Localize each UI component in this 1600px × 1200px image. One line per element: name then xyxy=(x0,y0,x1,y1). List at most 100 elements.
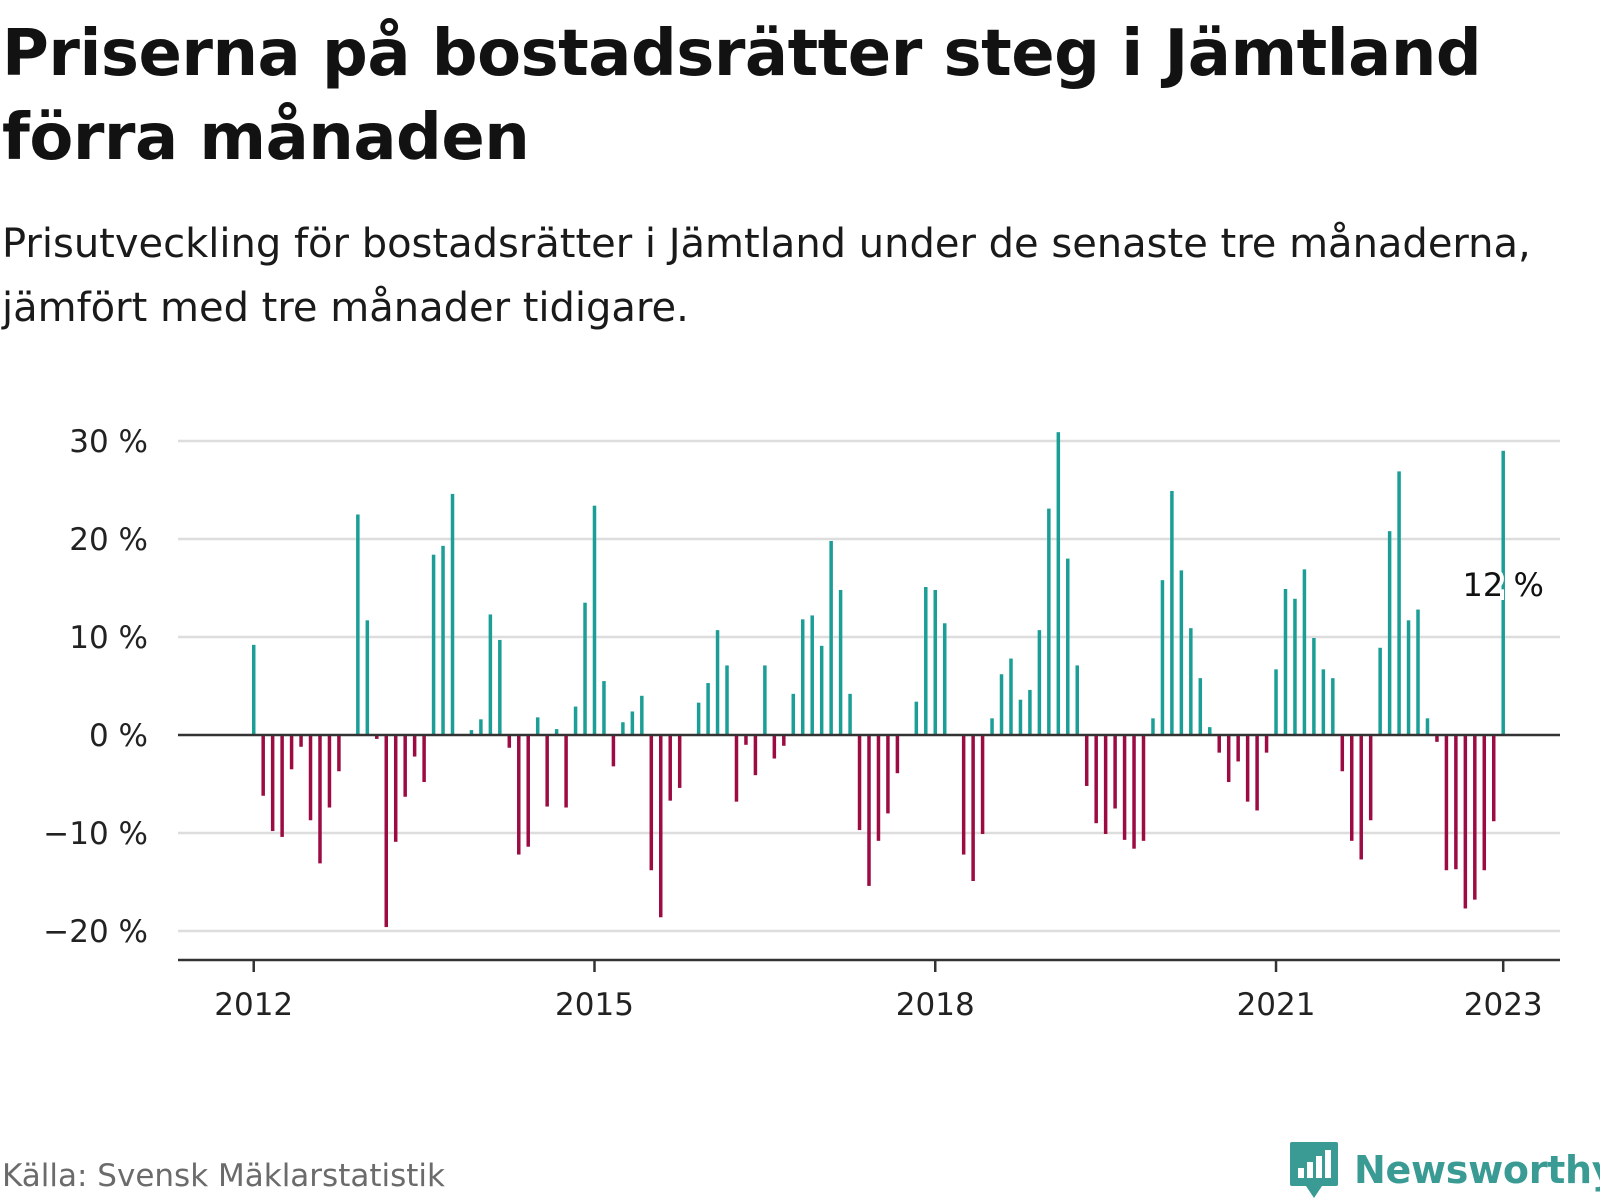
bar xyxy=(706,683,710,735)
bar xyxy=(1255,735,1259,811)
bar xyxy=(1226,735,1231,783)
bar xyxy=(895,735,900,774)
bar xyxy=(545,735,549,807)
bar xyxy=(270,735,275,832)
y-tick-label: −10 % xyxy=(43,816,148,852)
bar xyxy=(1084,735,1089,786)
bar xyxy=(677,735,682,788)
bar xyxy=(942,623,947,735)
bar xyxy=(441,545,445,735)
bar xyxy=(1056,432,1061,735)
bar xyxy=(289,735,294,770)
bar xyxy=(299,735,303,747)
bar xyxy=(1406,620,1411,735)
bar xyxy=(971,735,975,882)
bar xyxy=(782,735,786,746)
bar xyxy=(1018,699,1023,735)
bar xyxy=(819,645,824,735)
bar xyxy=(725,665,729,735)
bar xyxy=(933,589,938,735)
bar xyxy=(1312,637,1316,735)
bar xyxy=(583,602,587,735)
bar xyxy=(640,695,644,735)
bar xyxy=(829,540,833,735)
bar xyxy=(308,735,313,821)
bar xyxy=(1454,735,1458,870)
bar xyxy=(1170,490,1174,735)
x-tick-label: 2023 xyxy=(1464,987,1543,1023)
bar xyxy=(1435,735,1439,742)
bar xyxy=(602,681,606,735)
bar xyxy=(1113,735,1117,809)
bar xyxy=(1208,727,1212,735)
source-credit: Källa: Svensk Mäklarstatistik xyxy=(2,1158,445,1194)
bar xyxy=(1075,665,1079,735)
bar xyxy=(1482,735,1487,871)
last-value-annotation: 12 % xyxy=(1463,566,1544,604)
bar xyxy=(1141,735,1146,841)
bar xyxy=(1103,735,1108,834)
y-tick-label: 10 % xyxy=(69,620,148,656)
bar xyxy=(621,722,625,735)
bar xyxy=(517,735,521,855)
y-tick-label: −20 % xyxy=(43,914,148,950)
bar xyxy=(611,735,616,767)
bar xyxy=(318,735,322,864)
bar xyxy=(1473,735,1477,900)
bar xyxy=(1378,647,1382,735)
x-tick-label: 2015 xyxy=(555,987,634,1023)
bar xyxy=(1368,735,1373,821)
bar xyxy=(431,554,436,735)
bar xyxy=(375,735,379,739)
bar xyxy=(1217,735,1221,753)
bar xyxy=(990,718,994,735)
bar xyxy=(1425,718,1430,735)
bar xyxy=(393,735,398,842)
brand-logo[interactable]: Newsworthy xyxy=(1288,1140,1600,1200)
bar xyxy=(1094,735,1098,824)
x-tick-label: 2012 xyxy=(214,987,293,1023)
bar xyxy=(857,735,862,831)
axes xyxy=(178,733,1560,972)
bar xyxy=(1359,735,1363,860)
bar xyxy=(488,614,493,735)
bar xyxy=(403,735,407,797)
bar xyxy=(1340,735,1345,772)
bar xyxy=(867,735,871,886)
bar xyxy=(1501,450,1505,735)
bar xyxy=(848,693,852,735)
bar xyxy=(744,735,748,745)
bar xyxy=(1264,735,1269,753)
bar xyxy=(734,735,739,802)
x-tick-label: 2021 xyxy=(1237,987,1316,1023)
bar xyxy=(1350,735,1354,841)
bar xyxy=(630,711,635,735)
bar xyxy=(914,701,919,735)
bar xyxy=(1160,580,1165,735)
y-tick-label: 20 % xyxy=(69,522,148,558)
bar xyxy=(791,693,796,735)
bar xyxy=(980,735,985,834)
bar xyxy=(1028,689,1032,735)
bar xyxy=(1245,735,1250,802)
bar xyxy=(696,702,701,735)
bar xyxy=(886,735,890,814)
y-tick-label: 0 % xyxy=(89,718,148,754)
bar xyxy=(356,514,360,735)
bar xyxy=(365,620,370,735)
bar xyxy=(668,735,672,801)
bar xyxy=(469,730,474,735)
bar xyxy=(1066,558,1070,735)
bar xyxy=(1189,628,1193,735)
bar xyxy=(1151,718,1155,735)
bar xyxy=(384,735,388,928)
bar xyxy=(280,735,284,837)
bar xyxy=(1463,735,1468,909)
bar xyxy=(1122,735,1127,840)
bar xyxy=(261,735,265,796)
bar xyxy=(479,719,483,735)
bar xyxy=(498,639,502,735)
bar xyxy=(337,735,341,772)
bar xyxy=(554,729,559,735)
